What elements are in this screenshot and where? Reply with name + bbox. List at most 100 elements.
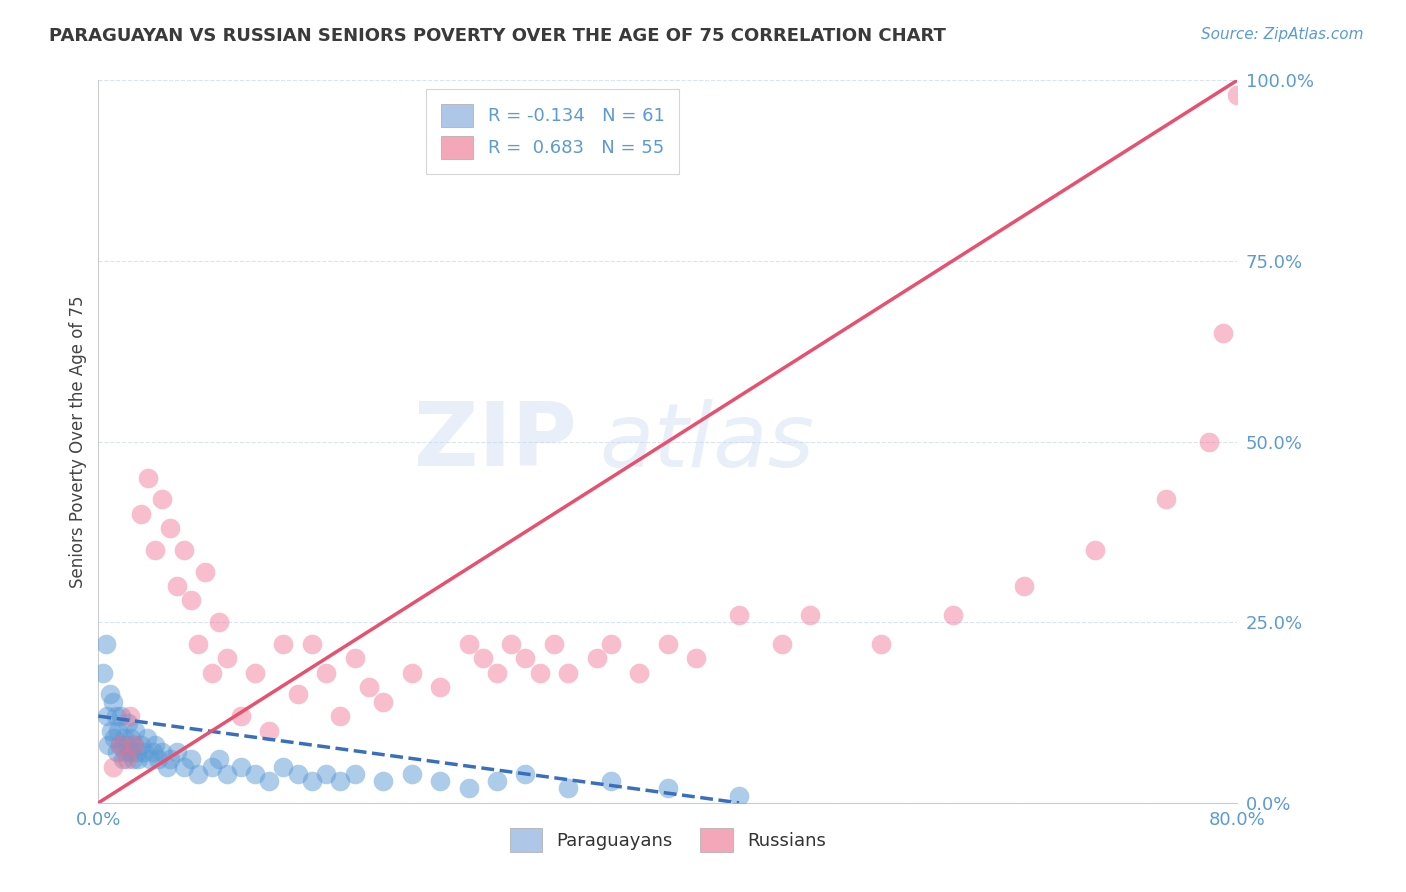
Point (97, 738, 120, 752)
Point (135, 731, 157, 745)
Point (371, 695, 394, 709)
Point (229, 760, 252, 774)
Point (108, 738, 131, 752)
Point (501, 637, 523, 651)
Point (429, 680, 451, 694)
Point (166, 579, 188, 593)
Point (118, 745, 141, 759)
Y-axis label: Seniors Poverty Over the Age of 75: Seniors Poverty Over the Age of 75 (69, 295, 87, 588)
Point (91, 665, 114, 680)
Point (657, 637, 679, 651)
Point (138, 752, 160, 766)
Point (107, 723, 129, 738)
Point (600, 637, 623, 651)
Point (229, 709, 252, 723)
Point (129, 507, 152, 521)
Point (114, 745, 136, 759)
Point (111, 752, 134, 766)
Point (108, 738, 131, 752)
Point (110, 709, 132, 723)
Point (1012, 579, 1035, 593)
Point (104, 709, 127, 723)
Point (124, 723, 146, 738)
Point (543, 637, 565, 651)
Point (259, 774, 281, 789)
Point (159, 521, 181, 535)
Point (101, 760, 124, 774)
Point (127, 752, 149, 766)
Point (187, 767, 209, 781)
Point (215, 651, 238, 665)
Point (145, 542, 167, 557)
Point (329, 774, 352, 789)
Point (770, 637, 793, 651)
Point (94, 637, 117, 651)
Point (100, 723, 122, 738)
Point (129, 738, 152, 752)
Point (141, 745, 163, 759)
Point (187, 637, 209, 651)
Point (243, 665, 266, 680)
Point (315, 665, 337, 680)
Point (287, 767, 309, 781)
Legend: Paraguayans, Russians: Paraguayans, Russians (502, 822, 834, 859)
Point (301, 774, 323, 789)
Point (125, 745, 148, 759)
Point (1212, 326, 1234, 341)
Text: atlas: atlas (599, 399, 814, 484)
Point (728, 789, 751, 803)
Point (208, 752, 231, 766)
Point (401, 767, 423, 781)
Point (112, 731, 135, 745)
Point (515, 651, 537, 665)
Point (132, 745, 155, 759)
Point (159, 752, 181, 766)
Point (1154, 492, 1177, 507)
Point (515, 767, 537, 781)
Point (166, 745, 188, 759)
Point (122, 738, 145, 752)
Point (201, 665, 224, 680)
Point (136, 471, 159, 485)
Point (1226, 87, 1249, 102)
Point (208, 615, 231, 630)
Point (273, 760, 295, 774)
Point (96, 709, 118, 723)
Point (115, 738, 138, 752)
Point (401, 665, 423, 680)
Point (259, 723, 281, 738)
Point (194, 565, 217, 579)
Point (173, 542, 195, 557)
Point (315, 767, 337, 781)
Point (343, 767, 366, 781)
Point (118, 709, 141, 723)
Point (628, 665, 651, 680)
Text: PARAGUAYAN VS RUSSIAN SENIORS POVERTY OVER THE AGE OF 75 CORRELATION CHART: PARAGUAYAN VS RUSSIAN SENIORS POVERTY OV… (49, 27, 946, 45)
Point (145, 738, 167, 752)
Point (156, 760, 179, 774)
Point (173, 760, 195, 774)
Point (273, 637, 295, 651)
Point (301, 637, 323, 651)
Point (486, 774, 509, 789)
Point (600, 774, 623, 789)
Point (343, 651, 366, 665)
Point (371, 774, 394, 789)
Point (1084, 542, 1107, 557)
Point (121, 752, 143, 766)
Point (942, 607, 965, 622)
Point (201, 760, 224, 774)
Point (117, 716, 139, 731)
Point (152, 745, 174, 759)
Point (180, 593, 202, 607)
Point (215, 767, 238, 781)
Point (120, 731, 142, 745)
Point (728, 607, 751, 622)
Point (457, 781, 479, 796)
Point (471, 651, 494, 665)
Point (799, 607, 821, 622)
Point (103, 731, 125, 745)
Point (429, 774, 451, 789)
Point (529, 665, 551, 680)
Point (870, 637, 893, 651)
